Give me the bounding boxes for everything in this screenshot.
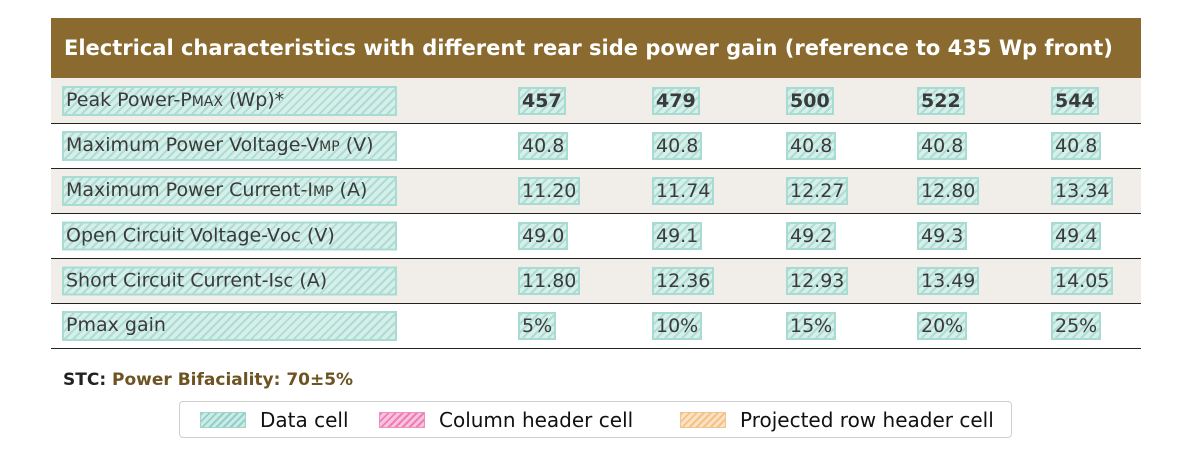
value-cell: 10% bbox=[652, 312, 703, 340]
value-cell: 49.0 bbox=[518, 222, 569, 250]
row-label: Open Circuit Voltage-VOC (V) bbox=[62, 221, 397, 251]
value-cell: 12.93 bbox=[786, 267, 849, 295]
row-label: Pmax gain bbox=[62, 311, 397, 341]
stc-footnote: STC: Power Bifaciality: 70±5% bbox=[63, 370, 353, 390]
electrical-characteristics-table: Electrical characteristics with differen… bbox=[51, 18, 1141, 349]
value-cell: 25% bbox=[1051, 312, 1102, 340]
value-cell: 40.8 bbox=[786, 132, 837, 160]
table-row: Peak Power-PMAX (Wp)* 457 479 500 522 54… bbox=[51, 78, 1141, 124]
table-row: Pmax gain 5% 10% 15% 20% 25% bbox=[51, 304, 1141, 349]
value-cell: 12.80 bbox=[917, 177, 980, 205]
table-row: Short Circuit Current-ISC (A) 11.80 12.3… bbox=[51, 259, 1141, 304]
value-cell: 40.8 bbox=[652, 132, 703, 160]
value-cell: 49.4 bbox=[1051, 222, 1102, 250]
value-cell: 5% bbox=[518, 312, 557, 340]
value-cell: 15% bbox=[786, 312, 837, 340]
table-row: Maximum Power Voltage-VMP (V) 40.8 40.8 … bbox=[51, 124, 1141, 169]
value-cell: 500 bbox=[786, 86, 834, 115]
value-cell: 40.8 bbox=[518, 132, 569, 160]
row-label: Peak Power-PMAX (Wp)* bbox=[62, 85, 397, 116]
value-cell: 40.8 bbox=[1051, 132, 1102, 160]
value-cell: 12.27 bbox=[786, 177, 849, 205]
column-header-swatch-icon bbox=[379, 412, 425, 428]
stc-label: STC: bbox=[63, 370, 107, 390]
value-cell: 11.74 bbox=[652, 177, 715, 205]
value-cell: 13.49 bbox=[917, 267, 980, 295]
bifaciality-value: Power Bifaciality: 70±5% bbox=[112, 370, 354, 390]
value-cell: 14.05 bbox=[1051, 267, 1114, 295]
table-row: Open Circuit Voltage-VOC (V) 49.0 49.1 4… bbox=[51, 214, 1141, 259]
legend-item-column-header: Column header cell bbox=[379, 409, 633, 431]
value-cell: 11.80 bbox=[518, 267, 581, 295]
legend-item-projected-row-header: Projected row header cell bbox=[680, 409, 994, 431]
table-title: Electrical characteristics with differen… bbox=[51, 18, 1141, 78]
value-cell: 40.8 bbox=[917, 132, 968, 160]
legend-item-data-cell: Data cell bbox=[200, 409, 349, 431]
row-label: Maximum Power Current-IMP (A) bbox=[62, 176, 397, 206]
value-cell: 11.20 bbox=[518, 177, 581, 205]
value-cell: 20% bbox=[917, 312, 968, 340]
value-cell: 12.36 bbox=[652, 267, 715, 295]
row-header-swatch-icon bbox=[680, 412, 726, 428]
value-cell: 457 bbox=[518, 86, 566, 115]
value-cell: 49.1 bbox=[652, 222, 703, 250]
value-cell: 49.3 bbox=[917, 222, 968, 250]
row-label: Short Circuit Current-ISC (A) bbox=[62, 266, 397, 296]
legend: Data cell Column header cell Projected r… bbox=[179, 401, 1012, 438]
row-label: Maximum Power Voltage-VMP (V) bbox=[62, 131, 397, 161]
data-cell-swatch-icon bbox=[200, 412, 246, 428]
value-cell: 522 bbox=[917, 86, 965, 115]
value-cell: 544 bbox=[1051, 86, 1099, 115]
value-cell: 479 bbox=[652, 86, 700, 115]
value-cell: 49.2 bbox=[786, 222, 837, 250]
value-cell: 13.34 bbox=[1051, 177, 1114, 205]
table-row: Maximum Power Current-IMP (A) 11.20 11.7… bbox=[51, 169, 1141, 214]
